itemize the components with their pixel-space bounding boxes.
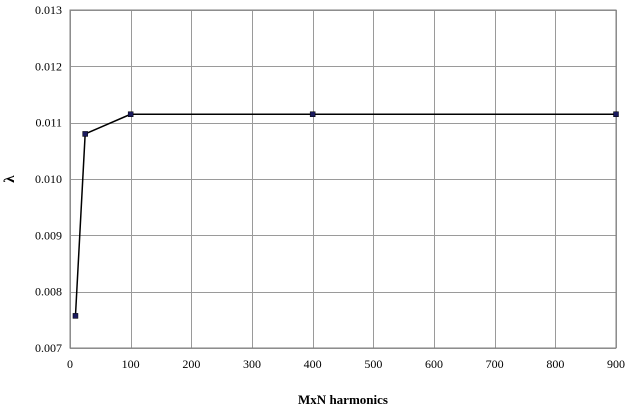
x-tick-label: 200: [182, 357, 200, 371]
series-layer: [72, 111, 619, 319]
data-point-marker: [613, 111, 619, 117]
x-tick-label: 700: [486, 357, 504, 371]
y-tick-label: 0.007: [35, 341, 62, 355]
grid-layer: [70, 10, 617, 349]
x-tick-label: 500: [364, 357, 382, 371]
plot-frame: [69, 9, 617, 349]
x-tick-label: 0: [67, 357, 73, 371]
y-tick-label: 0.013: [35, 3, 62, 17]
y-tick-label: 0.012: [35, 59, 62, 73]
data-point-marker: [72, 313, 79, 319]
y-axis-title: λ: [2, 175, 18, 183]
x-axis-title: MxN harmonics: [298, 392, 388, 407]
y-tick-labels: 0.007 0.008 0.009 0.010 0.011 0.012 0.013: [35, 3, 62, 355]
y-tick-label: 0.008: [35, 285, 62, 299]
y-tick-label: 0.010: [35, 172, 62, 186]
x-tick-labels: 0 100 200 300 400 500 600 700 800 900: [67, 357, 625, 371]
series-line: [74, 113, 616, 316]
x-tick-label: 600: [425, 357, 443, 371]
x-tick-label: 800: [546, 357, 564, 371]
x-tick-label: 900: [607, 357, 625, 371]
data-point-marker: [309, 111, 316, 117]
y-tick-label: 0.011: [35, 116, 62, 130]
data-point-marker: [82, 131, 88, 137]
x-tick-label: 400: [304, 357, 322, 371]
x-tick-label: 300: [243, 357, 261, 371]
y-tick-label: 0.009: [35, 228, 62, 242]
x-tick-label: 100: [122, 357, 140, 371]
data-point-marker: [127, 111, 134, 117]
